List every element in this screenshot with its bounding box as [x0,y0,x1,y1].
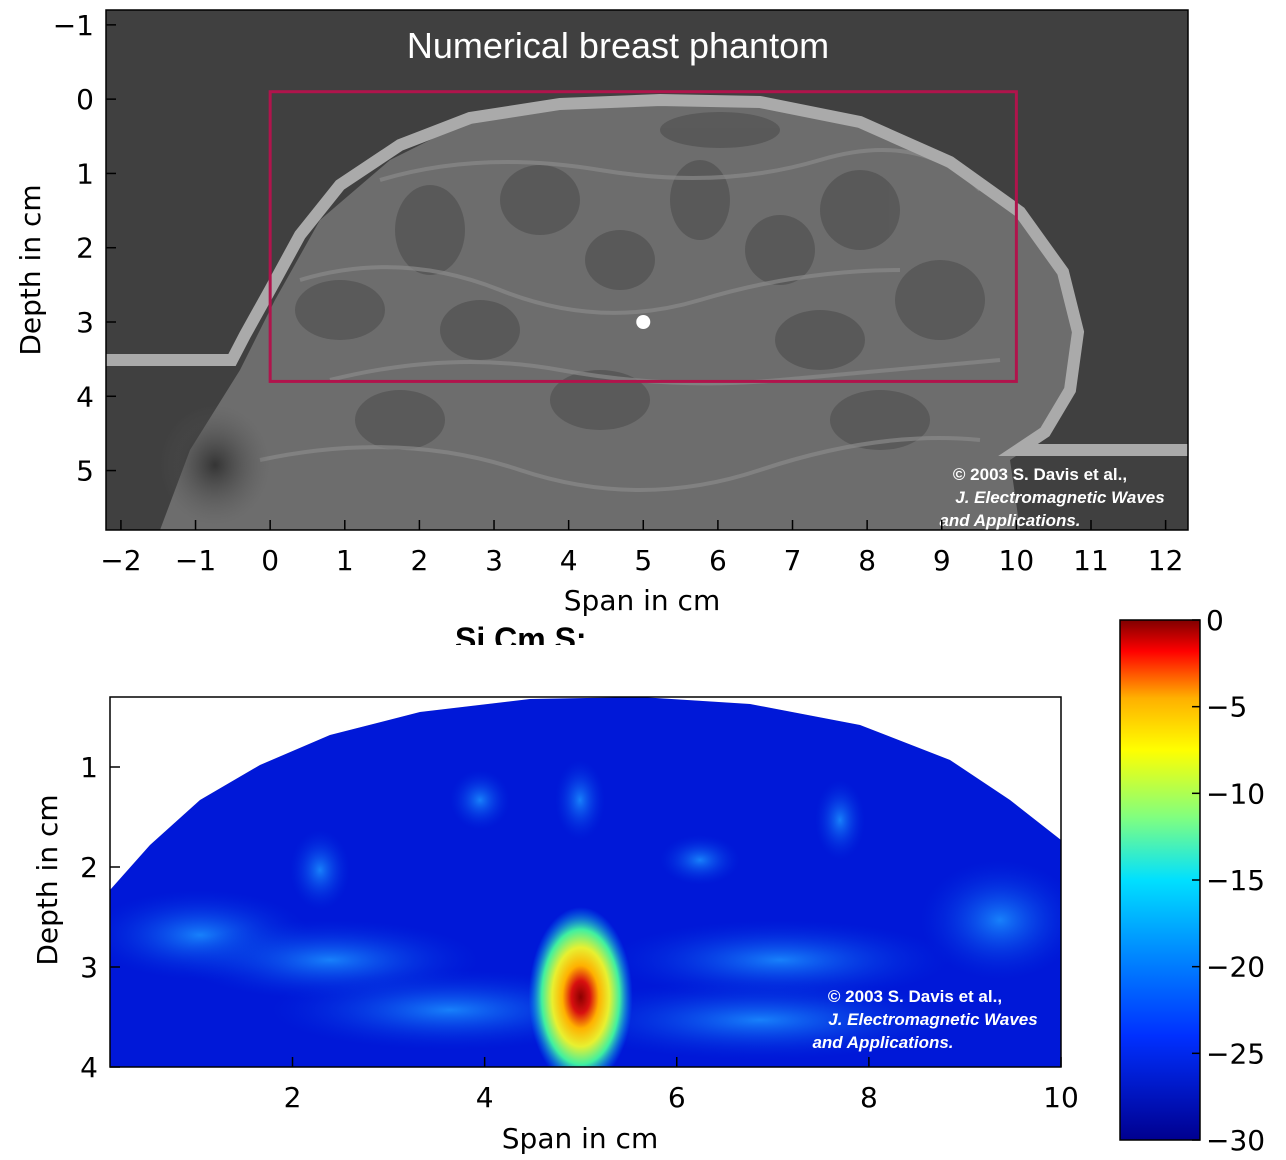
phantom-xtick-label: 1 [336,544,354,577]
colorbar-tick-label: −15 [1206,864,1265,897]
image-ytick-label: 3 [80,951,98,984]
image-xtick-label: 6 [668,1081,686,1114]
image-copyright-line1: © 2003 S. Davis et al., [828,987,1002,1006]
white-outside [110,697,1061,890]
colorbar-gradient [1119,619,1201,1141]
target-response [528,907,633,1067]
image-xtick-label: 8 [860,1081,878,1114]
image-xlabel: Span in cm [502,1122,658,1155]
phantom-xlabel: Span in cm [564,584,720,617]
phantom-ytick-label: 1 [76,157,94,190]
colorbar-ticks: 0 −5 −10 −15 −20 −25 −30 [1192,604,1265,1157]
response-blobs [110,760,1061,1060]
phantom-copyright-line3: and Applications. [939,511,1080,530]
phantom-xtick-label: 9 [933,544,951,577]
phantom-xtick-label: 8 [858,544,876,577]
phantom-xtick-label: 5 [634,544,652,577]
phantom-ytick-label: 4 [76,380,94,413]
phantom-xtick-label: 10 [999,544,1035,577]
phantom-xtick-label: −2 [100,544,141,577]
phantom-ytick-label: 3 [76,306,94,339]
image-ytick-label: 2 [80,851,98,884]
image-xtick-label: 2 [284,1081,302,1114]
phantom-ylabel: Depth in cm [14,184,47,355]
target-point [636,315,651,329]
phantom-copyright-line2: J. Electromagnetic Waves [955,488,1164,507]
phantom-xtick-label: 2 [410,544,428,577]
phantom-xtick-label: 4 [560,544,578,577]
phantom-xtick-label: −1 [175,544,216,577]
image-panel: © 2003 S. Davis et al., J. Electromagnet… [31,696,1079,1155]
phantom-xtick-label: 3 [485,544,503,577]
region-of-interest [268,90,1018,383]
phantom-ytick-label: 5 [76,455,94,488]
image-copyright-line3: and Applications. [812,1033,953,1052]
image-ylabel: Depth in cm [31,794,64,965]
colorbar-tick-label: −20 [1206,951,1265,984]
tissue-texture [295,112,985,450]
image-ytick-label: 1 [80,751,98,784]
image-copyright-line2: J. Electromagnetic Waves [828,1010,1037,1029]
image-frame [109,696,1062,1068]
phantom-title: Numerical breast phantom [407,25,829,66]
phantom-xtick-label: 11 [1073,544,1109,577]
colorbar-tick-label: −30 [1206,1124,1265,1157]
image-xtick-label: 4 [476,1081,494,1114]
phantom-xtick-label: 0 [261,544,279,577]
image-ytick-label: 4 [80,1051,98,1084]
colorbar-tick-label: −25 [1206,1037,1265,1070]
phantom-copyright-line1: © 2003 S. Davis et al., [953,465,1127,484]
phantom-frame [105,9,1189,531]
colorbar: 0 −5 −10 −15 −20 −25 −30 [1119,604,1265,1157]
phantom-panel: Numerical breast phantom © 2003 S. Davis… [14,9,1189,617]
image-xtick-label: 10 [1043,1081,1079,1114]
phantom-ytick-label: 2 [76,232,94,265]
phantom-ytick-label: −1 [53,9,94,42]
phantom-xtick-label: 12 [1148,544,1184,577]
dark-region [160,405,270,525]
colorbar-tick-label: 0 [1206,604,1224,637]
colorbar-tick-label: −10 [1206,777,1265,810]
phantom-xtick-label: 6 [709,544,727,577]
phantom-ytick-label: 0 [76,83,94,116]
skin-outline [106,93,1188,456]
phantom-xtick-label: 7 [784,544,802,577]
colorbar-tick-label: −5 [1206,691,1247,724]
